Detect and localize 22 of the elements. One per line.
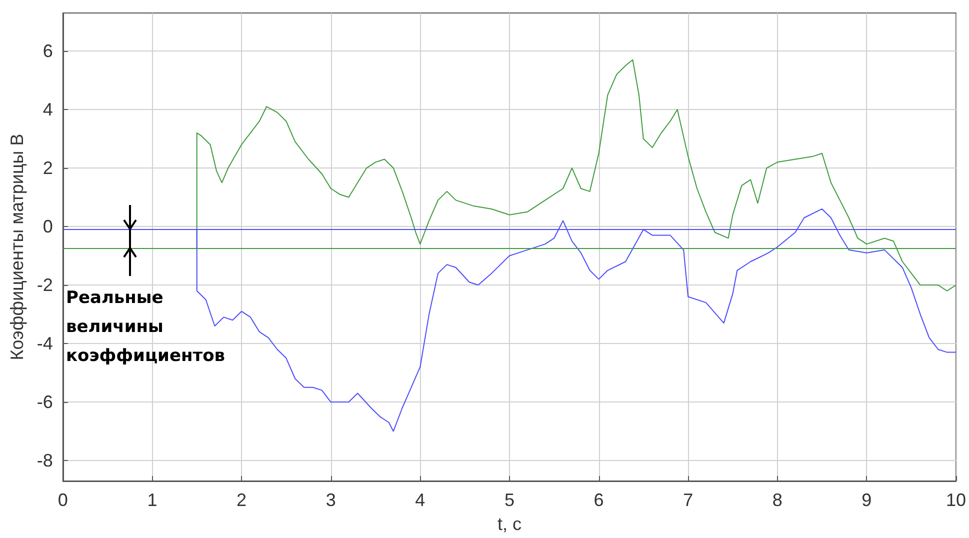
x-tick-label: 1 xyxy=(147,490,158,510)
x-tick-label: 5 xyxy=(504,490,514,510)
y-axis-title: Коэффициенты матрицы В xyxy=(7,134,27,360)
y-tick-label: -2 xyxy=(36,275,53,296)
y-tick-label: -6 xyxy=(36,392,53,412)
y-tick-label: -4 xyxy=(36,334,53,354)
x-tick-label: 2 xyxy=(236,490,247,510)
x-tick-label: 9 xyxy=(862,490,872,510)
y-tick-label: 4 xyxy=(42,100,53,120)
x-tick-label: 3 xyxy=(326,490,336,510)
y-tick-label: -8 xyxy=(36,450,53,471)
x-tick-label: 10 xyxy=(946,490,966,510)
x-tick-label: 0 xyxy=(58,490,68,510)
y-tick-label: 2 xyxy=(42,158,53,178)
x-axis-title: t, с xyxy=(497,514,522,534)
x-tick-label: 4 xyxy=(415,490,426,510)
annotation: Реальные величины коэффициентов xyxy=(66,287,226,368)
x-tick-label: 6 xyxy=(594,490,604,510)
x-tick-label: 8 xyxy=(772,490,782,510)
y-tick-label: 0 xyxy=(42,216,53,237)
x-tick-label: 7 xyxy=(683,490,694,510)
y-tick-label: 6 xyxy=(42,41,53,62)
